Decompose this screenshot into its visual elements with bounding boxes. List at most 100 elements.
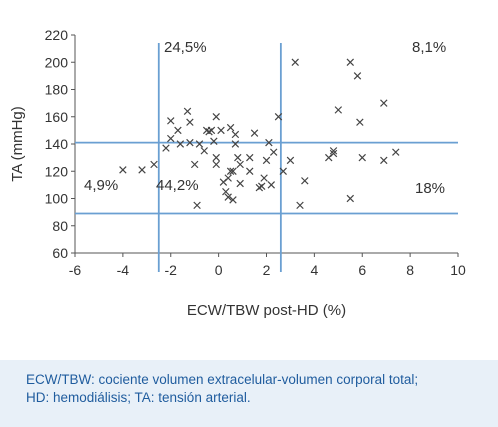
reference-lines bbox=[75, 43, 458, 272]
data-point-stroke bbox=[226, 123, 235, 132]
data-point-stroke bbox=[236, 179, 244, 188]
data-point bbox=[195, 140, 204, 148]
data-point-stroke bbox=[183, 107, 192, 116]
data-point bbox=[279, 167, 287, 175]
data-point bbox=[186, 138, 194, 147]
data-point-stroke bbox=[200, 147, 208, 155]
data-point bbox=[246, 167, 254, 175]
y-tick-label: 100 bbox=[45, 191, 69, 207]
data-point bbox=[167, 117, 175, 125]
data-point-stroke bbox=[222, 187, 230, 196]
data-point-stroke bbox=[231, 140, 240, 148]
y-tick-label: 60 bbox=[52, 245, 68, 261]
data-points bbox=[119, 58, 400, 210]
data-point-stroke bbox=[150, 160, 158, 169]
data-point-stroke bbox=[392, 148, 400, 156]
data-point bbox=[222, 187, 230, 196]
figure-caption: ECW/TBW: cociente volumen extracelular-v… bbox=[0, 360, 498, 427]
data-point bbox=[392, 148, 400, 156]
x-tick-label: 4 bbox=[310, 262, 318, 278]
data-point-stroke bbox=[226, 167, 235, 175]
data-point bbox=[217, 126, 225, 135]
data-point-stroke bbox=[329, 149, 338, 158]
caption-line-2: HD: hemodiálisis; TA: tensión arterial. bbox=[26, 390, 251, 405]
data-point-stroke bbox=[229, 167, 237, 175]
data-point bbox=[167, 134, 175, 143]
data-point-stroke bbox=[262, 156, 271, 165]
data-point-stroke bbox=[162, 144, 170, 152]
data-point-stroke bbox=[267, 181, 276, 189]
data-point bbox=[358, 153, 366, 162]
data-point-stroke bbox=[207, 126, 216, 135]
data-point-stroke bbox=[274, 113, 283, 121]
data-point-stroke bbox=[193, 201, 201, 210]
data-point bbox=[119, 166, 127, 174]
data-point bbox=[255, 183, 264, 192]
data-point-stroke bbox=[212, 160, 220, 169]
data-point-stroke bbox=[250, 129, 259, 137]
data-point-stroke bbox=[356, 118, 364, 126]
data-point bbox=[162, 144, 170, 152]
data-point-stroke bbox=[210, 137, 218, 145]
x-tick-label: 2 bbox=[263, 262, 271, 278]
y-tick-label: 160 bbox=[45, 109, 69, 125]
data-point-stroke bbox=[334, 106, 343, 114]
data-point bbox=[224, 174, 232, 182]
data-point-stroke bbox=[265, 138, 273, 147]
data-point bbox=[346, 194, 355, 203]
y-tick-label: 140 bbox=[45, 136, 69, 152]
y-tick-label: 180 bbox=[45, 82, 69, 98]
data-point bbox=[260, 174, 268, 182]
caption-line-1: ECW/TBW: cociente volumen extracelular-v… bbox=[26, 372, 419, 387]
x-tick-label: 6 bbox=[358, 262, 366, 278]
data-point-stroke bbox=[257, 182, 266, 190]
data-point bbox=[231, 140, 240, 148]
data-point bbox=[334, 106, 343, 114]
y-tick-label: 80 bbox=[52, 218, 68, 234]
data-point bbox=[138, 166, 146, 174]
data-point-stroke bbox=[329, 147, 338, 155]
data-point-stroke bbox=[291, 58, 299, 66]
y-tick-label: 220 bbox=[45, 27, 69, 43]
chart-area: 60 80 100 120 140 160 180 200 220 -6 -4 -2 0 2 4 6 8 10 EC… bbox=[9, 27, 466, 319]
data-point bbox=[190, 160, 199, 169]
data-point bbox=[174, 126, 182, 135]
data-point bbox=[380, 156, 388, 165]
data-point-stroke bbox=[190, 160, 199, 169]
y-axis-title: TA (mmHg) bbox=[9, 106, 26, 182]
data-point-stroke bbox=[380, 99, 388, 107]
data-point-stroke bbox=[296, 201, 304, 210]
data-point bbox=[257, 182, 266, 190]
data-point-stroke bbox=[186, 118, 194, 126]
data-point bbox=[205, 128, 213, 136]
data-point bbox=[267, 181, 276, 189]
data-point bbox=[226, 167, 235, 175]
data-point bbox=[246, 153, 254, 162]
data-point-stroke bbox=[138, 166, 146, 174]
data-point bbox=[329, 149, 338, 158]
data-point-stroke bbox=[217, 126, 225, 135]
data-point bbox=[286, 156, 295, 165]
data-point bbox=[234, 153, 242, 162]
data-point-stroke bbox=[358, 153, 366, 162]
scatter-chart: 60 80 100 120 140 160 180 200 220 -6 -4 -2 0 2 4 6 8 10 EC… bbox=[9, 27, 466, 319]
data-point-stroke bbox=[279, 167, 287, 175]
data-point bbox=[301, 177, 309, 185]
x-tick-label: 8 bbox=[406, 262, 414, 278]
data-point-stroke bbox=[231, 130, 240, 139]
data-point bbox=[236, 160, 244, 169]
data-point bbox=[229, 167, 237, 175]
data-point bbox=[176, 140, 185, 148]
data-point-stroke bbox=[286, 156, 295, 165]
x-tick-label: -2 bbox=[165, 262, 178, 278]
data-point bbox=[183, 107, 192, 116]
data-point bbox=[186, 118, 194, 126]
data-point bbox=[250, 129, 259, 137]
data-point-stroke bbox=[301, 177, 309, 185]
data-point-stroke bbox=[229, 196, 237, 204]
quadrant-annotation: 44,2% bbox=[156, 177, 199, 194]
data-point-stroke bbox=[224, 174, 232, 182]
data-point bbox=[269, 148, 278, 156]
data-point bbox=[212, 113, 220, 121]
data-point-stroke bbox=[236, 160, 244, 169]
